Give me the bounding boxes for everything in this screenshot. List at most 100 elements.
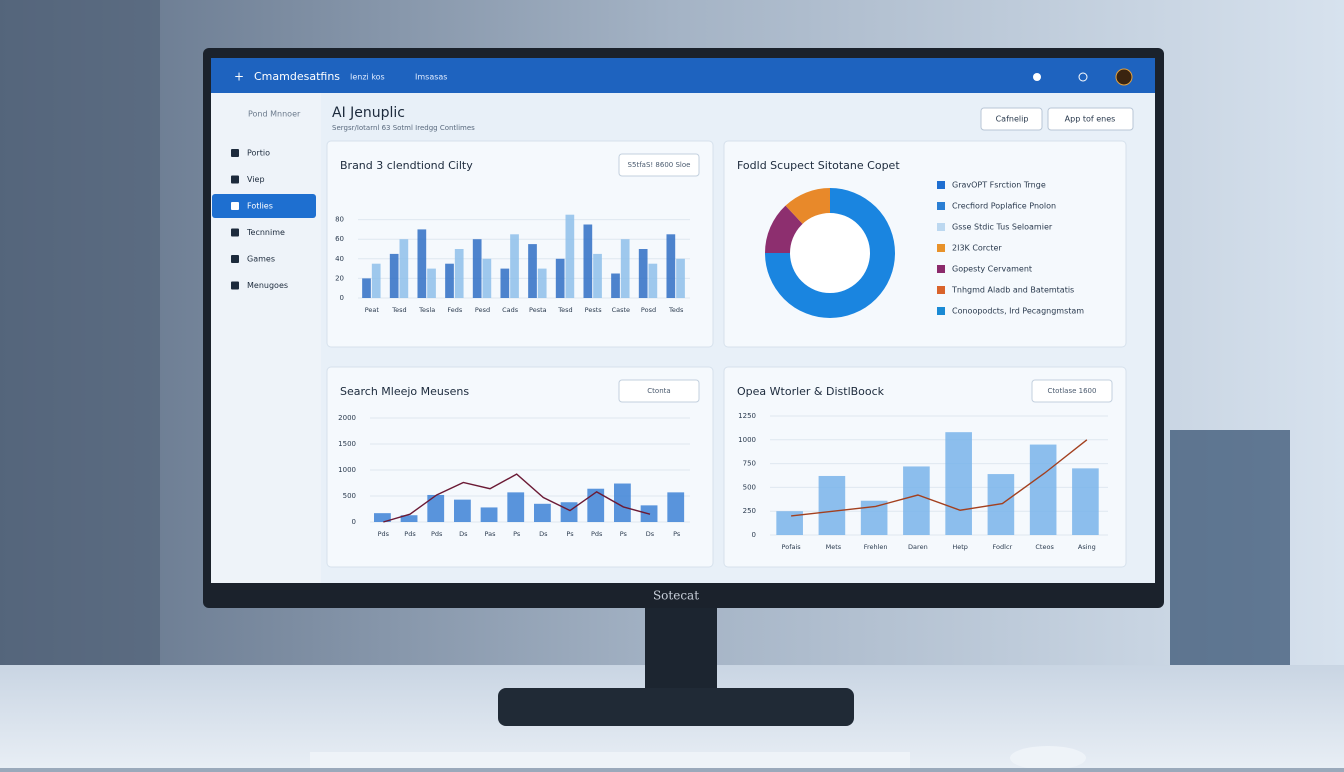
bar [534, 503, 551, 522]
panel-title: Search Mleejo Meusens [340, 385, 469, 398]
nav-link[interactable]: Imsasas [415, 73, 447, 82]
bar [507, 492, 525, 522]
x-tick-label: Pds [404, 530, 416, 538]
panel-button[interactable] [618, 379, 700, 403]
bar [482, 258, 492, 298]
bar [362, 278, 371, 298]
panel-title: Brand 3 clendtiond Cilty [340, 159, 473, 172]
x-tick-label: Ds [539, 530, 548, 538]
button[interactable] [980, 107, 1043, 131]
y-tick-label: 0 [352, 518, 356, 526]
x-tick-label: Pds [378, 530, 390, 538]
y-tick-label: 1500 [338, 440, 356, 448]
avatar[interactable] [1115, 68, 1133, 86]
bar [371, 263, 381, 298]
x-tick-label: Ps [566, 530, 574, 538]
menu-icon [231, 149, 239, 157]
legend-swatch [937, 307, 945, 315]
y-tick-label: 60 [335, 235, 344, 243]
y-tick-label: 1250 [738, 412, 756, 420]
x-tick-label: Pds [591, 530, 603, 538]
button[interactable] [1047, 107, 1134, 131]
menu-item[interactable]: Viep [247, 175, 265, 184]
bar [860, 500, 888, 535]
menu-item[interactable]: Portio [247, 149, 270, 158]
y-tick-label: 20 [335, 274, 344, 282]
bar [560, 502, 578, 522]
bar [1029, 444, 1057, 535]
x-tick-label: Pofais [782, 543, 802, 551]
menu-icon [231, 202, 239, 210]
y-tick-label: 500 [343, 492, 356, 500]
x-tick-label: Peat [365, 306, 380, 314]
line [383, 473, 651, 523]
shelf [0, 0, 160, 768]
icon[interactable] [1078, 72, 1088, 82]
bar [565, 214, 575, 298]
menu-icon [231, 175, 239, 184]
bar [472, 239, 482, 298]
plant-pot [1170, 430, 1290, 670]
legend-label: Gsse Stdic Tus Seloamier [952, 223, 1053, 232]
nav-link[interactable]: Ienzi kos [350, 73, 385, 82]
bar [1072, 468, 1099, 535]
bar [427, 494, 445, 522]
legend-label: 2I3K Corcter [952, 244, 1002, 253]
brand: Sotecat [653, 589, 699, 603]
y-tick-label: 2000 [338, 414, 356, 422]
button-label[interactable]: App tof enes [1065, 115, 1116, 124]
bar [620, 239, 630, 298]
menu-item[interactable]: Tecnnime [246, 228, 285, 237]
icon[interactable] [1033, 73, 1041, 81]
panel-button-label[interactable]: Ctotlase 1600 [1048, 387, 1097, 395]
bar [480, 507, 498, 522]
bar [638, 249, 648, 298]
donut-slice [765, 188, 895, 318]
bar [537, 268, 547, 298]
bar [528, 244, 537, 298]
bar [903, 466, 930, 535]
x-tick-label: Asing [1078, 543, 1096, 551]
x-tick-label: Tesla [418, 306, 435, 314]
x-tick-label: Posd [641, 306, 656, 314]
donut-slice [785, 188, 831, 226]
panel-button[interactable] [618, 153, 700, 177]
menu-icon[interactable]: + [234, 70, 244, 84]
bar [945, 432, 972, 535]
menu-icon [231, 255, 239, 263]
app-name: Cmamdesatfins [254, 70, 340, 83]
legend-swatch [937, 181, 945, 189]
y-tick-label: 1000 [338, 466, 356, 474]
legend-swatch [937, 286, 945, 294]
x-tick-label: Pas [485, 530, 497, 538]
bar [399, 239, 409, 298]
y-tick-label: 80 [335, 216, 344, 224]
menu-item[interactable]: Games [247, 255, 275, 264]
y-tick-label: 250 [743, 507, 756, 515]
bar [583, 224, 593, 298]
bar [510, 234, 519, 298]
legend-label: Conoopodcts, Ird Pecagngmstam [952, 307, 1084, 316]
menu-item[interactable]: Fotlies [247, 202, 273, 211]
bar [648, 263, 658, 298]
menu-item[interactable]: Menugoes [247, 281, 288, 290]
bar [818, 475, 846, 535]
active-item [212, 194, 316, 218]
panel-button-label[interactable]: Ctonta [647, 387, 670, 395]
y-tick-label: 1000 [738, 436, 756, 444]
bar [666, 234, 676, 298]
panel-button[interactable] [1031, 379, 1113, 403]
menu-icon [231, 228, 239, 237]
x-tick-label: Caste [612, 306, 630, 314]
legend-swatch [937, 265, 945, 273]
x-tick-label: Teds [668, 306, 684, 314]
bar [500, 268, 510, 298]
x-tick-label: Feds [447, 306, 463, 314]
bar [676, 258, 685, 298]
legend-label: GravOPT Fsrction Trnge [952, 181, 1046, 190]
panel-button-label[interactable]: S5tfaS! 8600 Sloe [628, 161, 691, 169]
button-label[interactable]: Cafnelip [996, 115, 1029, 124]
x-tick-label: Frehlen [864, 543, 888, 551]
